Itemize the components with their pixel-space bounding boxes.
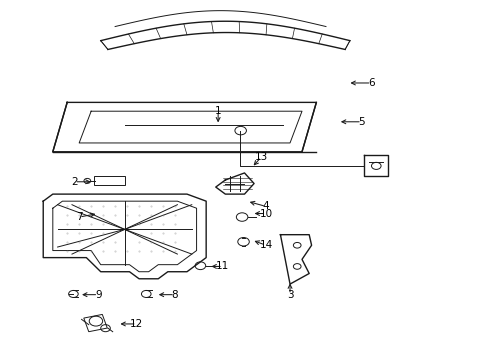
Text: 14: 14 bbox=[259, 240, 272, 250]
Text: 8: 8 bbox=[171, 290, 178, 300]
Text: 4: 4 bbox=[262, 202, 269, 211]
Text: 1: 1 bbox=[214, 106, 221, 116]
Text: 12: 12 bbox=[130, 319, 143, 329]
Bar bbox=[83, 314, 107, 332]
Text: 10: 10 bbox=[259, 208, 272, 219]
Text: 7: 7 bbox=[76, 212, 82, 222]
Text: 13: 13 bbox=[254, 152, 267, 162]
Text: 6: 6 bbox=[367, 78, 374, 88]
Text: 9: 9 bbox=[95, 290, 102, 300]
Text: 11: 11 bbox=[216, 261, 229, 271]
Bar bbox=[93, 176, 124, 185]
Text: 3: 3 bbox=[286, 290, 293, 300]
Text: 2: 2 bbox=[71, 177, 78, 187]
Text: 5: 5 bbox=[358, 117, 365, 127]
